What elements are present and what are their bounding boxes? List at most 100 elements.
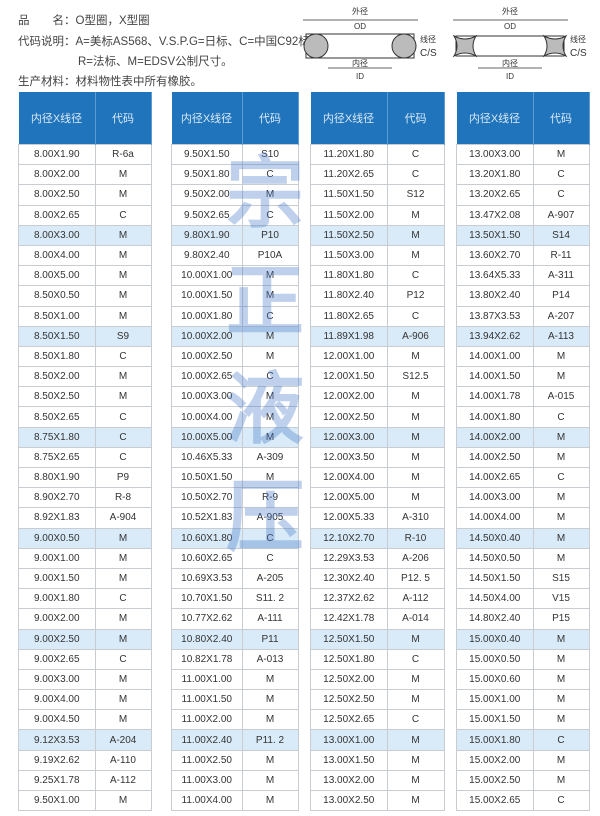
size-cell: 14.50X0.50 — [456, 547, 534, 569]
size-cell: 9.50X1.50 — [171, 143, 243, 166]
code-cell: C — [94, 648, 152, 670]
table-row: 9.00X0.50 M — [18, 527, 152, 549]
size-cell: 12.00X3.00 — [310, 426, 388, 448]
size-cell: 14.00X1.78 — [456, 386, 534, 408]
table-row: 12.29X3.53 A-206 — [310, 547, 445, 569]
size-cell: 8.92X1.83 — [18, 507, 96, 529]
table-row: 14.80X2.40 P15 — [456, 608, 590, 630]
code-cell: C — [386, 648, 445, 670]
size-cell: 12.00X1.50 — [310, 366, 388, 388]
table-row: 12.37X2.62 A-112 — [310, 588, 445, 610]
table-row: 15.00X1.50 M — [456, 709, 590, 731]
table-row: 10.77X2.62 A-111 — [171, 608, 299, 630]
code-cell: C — [386, 305, 445, 327]
table-row: 15.00X2.65 C — [456, 789, 590, 812]
table-row: 9.00X1.00 M — [18, 547, 152, 569]
size-cell: 13.87X3.53 — [456, 305, 534, 327]
size-cell: 10.69X3.53 — [171, 567, 243, 590]
table-row: 9.00X2.00 M — [18, 608, 152, 630]
table-row: 9.50X1.80 C — [171, 164, 299, 186]
size-cell: 8.50X1.50 — [18, 325, 96, 347]
od-label: OD — [504, 22, 516, 31]
code-cell: M — [532, 769, 590, 792]
code-cell: M — [532, 527, 590, 549]
code-cell: M — [386, 466, 445, 489]
code-cell: P10A — [241, 244, 299, 267]
code-cell: C — [386, 265, 445, 287]
table-header-row: 内径X线径 代码 — [310, 92, 445, 145]
size-cell: 10.00X4.00 — [171, 406, 243, 428]
table-row: 11.50X2.00 M — [310, 204, 445, 226]
cs-cn-label: 线径 — [420, 34, 436, 44]
code-cell: C — [532, 729, 590, 751]
size-cell: 11.00X2.40 — [171, 729, 243, 751]
table-row: 11.00X2.40 P11. 2 — [171, 729, 299, 751]
code-cell: C — [532, 466, 590, 489]
table-row: 14.00X1.80 C — [456, 406, 590, 428]
size-cell: 12.00X5.33 — [310, 507, 388, 529]
table-row: 8.50X1.50 S9 — [18, 325, 152, 347]
id-label: ID — [356, 72, 364, 81]
table-row: 11.80X2.65 C — [310, 305, 445, 327]
table-row: 10.50X2.70 R-9 — [171, 487, 299, 509]
table-row: 8.00X2.00 M — [18, 164, 152, 186]
table-row: 9.50X1.50 S10 — [171, 143, 299, 166]
size-cell: 13.00X1.00 — [310, 729, 388, 751]
code-cell: A-906 — [386, 325, 445, 347]
code-cell: P14 — [532, 285, 590, 307]
table-row: 11.80X2.40 P12 — [310, 285, 445, 307]
code-cell: M — [241, 668, 299, 691]
size-cell: 8.00X5.00 — [18, 265, 96, 287]
column-header: 代码 — [387, 92, 445, 145]
size-cell: 12.00X1.00 — [310, 345, 388, 368]
size-cell: 13.00X2.50 — [310, 789, 388, 812]
code-cell: M — [94, 244, 152, 267]
table-row: 8.50X2.50 M — [18, 386, 152, 408]
material-value: 材料物性表中所有橡胶。 — [75, 76, 203, 88]
code-cell: R-8 — [94, 487, 152, 509]
table-row: 14.00X2.50 M — [456, 446, 590, 469]
code-cell: M — [241, 789, 299, 812]
code-cell: P9 — [94, 466, 152, 489]
size-cell: 10.00X1.00 — [171, 265, 243, 287]
size-cell: 10.00X2.50 — [171, 345, 243, 368]
code-cell: M — [532, 547, 590, 569]
code-cell: M — [532, 628, 590, 650]
code-cell: A-111 — [241, 608, 299, 630]
size-cell: 11.50X1.50 — [310, 184, 388, 206]
size-cell: 11.50X2.00 — [310, 204, 388, 226]
table-row: 12.50X2.00 M — [310, 668, 445, 691]
code-cell: M — [532, 426, 590, 448]
table-row: 14.00X4.00 M — [456, 507, 590, 529]
table-row: 8.50X2.65 C — [18, 406, 152, 428]
size-cell: 10.00X5.00 — [171, 426, 243, 448]
size-cell: 11.00X4.00 — [171, 789, 243, 812]
size-cell: 11.50X3.00 — [310, 244, 388, 267]
code-cell: M — [94, 184, 152, 206]
code-label: 代码说明： — [18, 36, 76, 48]
table-row: 14.00X2.65 C — [456, 466, 590, 489]
table-row: 8.75X2.65 C — [18, 446, 152, 469]
size-cell: 15.00X1.00 — [456, 689, 534, 711]
size-cell: 11.80X2.65 — [310, 305, 388, 327]
code-cell: M — [386, 204, 445, 226]
size-cell: 9.00X1.50 — [18, 567, 96, 590]
table-row: 13.64X5.33 A-311 — [456, 265, 590, 287]
size-cell: 14.50X1.50 — [456, 567, 534, 590]
code-cell: M — [386, 224, 445, 246]
table-row: 9.00X4.00 M — [18, 689, 152, 711]
material-line: 生产材料：材料物性表中所有橡胶。 — [18, 73, 202, 89]
size-cell: 11.00X2.00 — [171, 709, 243, 731]
size-cell: 8.75X2.65 — [18, 446, 96, 469]
table-row: 8.00X5.00 M — [18, 265, 152, 287]
table-row: 9.00X2.50 M — [18, 628, 152, 650]
size-cell: 14.00X2.50 — [456, 446, 534, 469]
code-cell: C — [94, 204, 152, 226]
table-row: 8.00X2.50 M — [18, 184, 152, 206]
table-row: 12.00X5.33 A-310 — [310, 507, 445, 529]
code-cell: A-014 — [386, 608, 445, 630]
size-cell: 15.00X2.00 — [456, 749, 534, 771]
table-row: 9.00X3.00 M — [18, 668, 152, 691]
size-cell: 8.50X2.00 — [18, 366, 96, 388]
size-cell: 10.80X2.40 — [171, 628, 243, 650]
